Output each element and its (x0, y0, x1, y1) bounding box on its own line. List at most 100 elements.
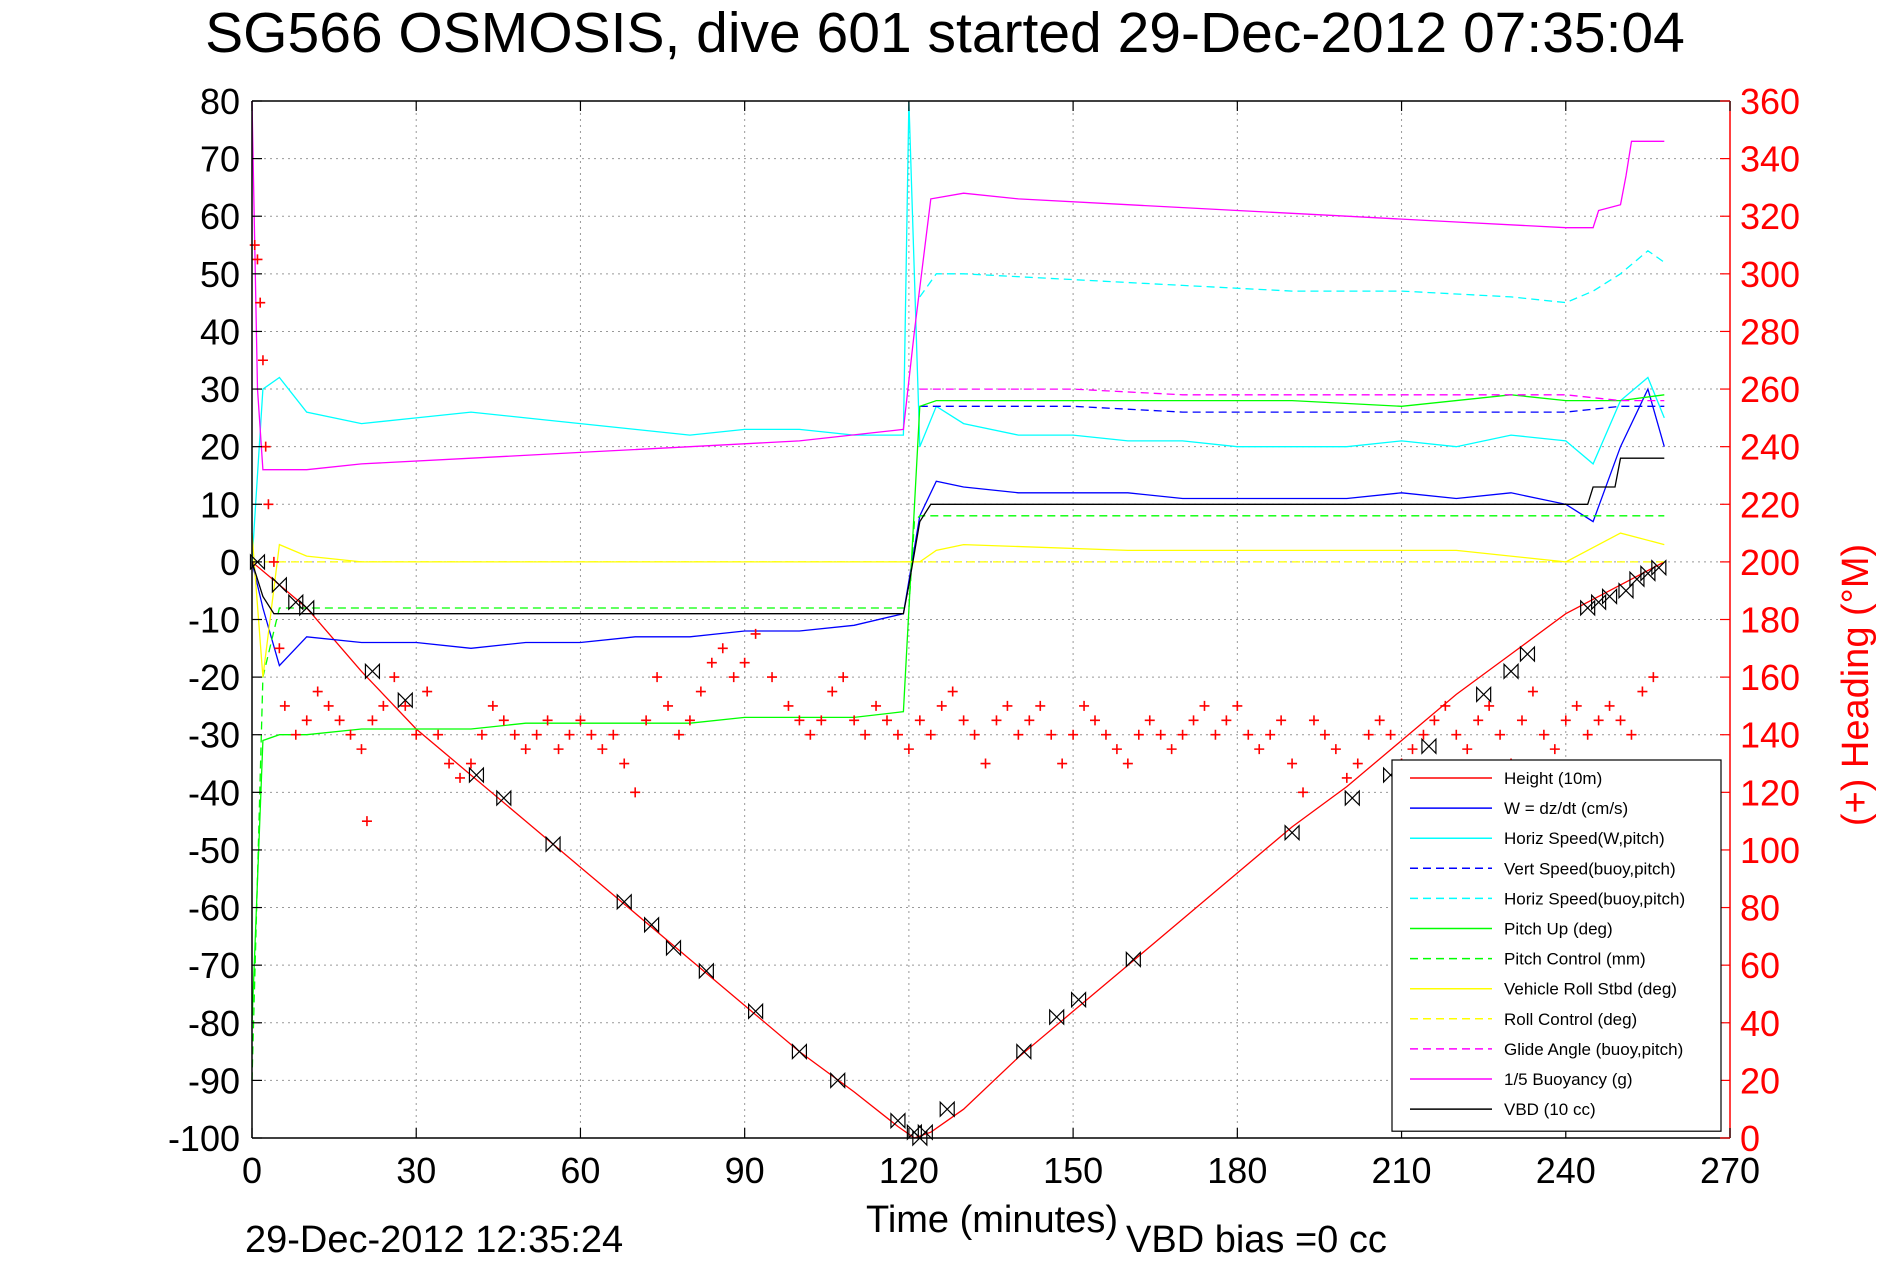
x-tick-label: 180 (1207, 1150, 1267, 1191)
series-line-6 (251, 394, 1665, 1023)
series-line-7 (251, 515, 1665, 1081)
x-tick-label: 270 (1700, 1150, 1760, 1191)
y-right-tick-label: 60 (1740, 945, 1780, 986)
heading-marker (925, 729, 936, 740)
heading-marker (947, 686, 958, 697)
heading-marker (1462, 744, 1473, 755)
vbd-marker (698, 962, 714, 980)
y-right-tick-label: 200 (1740, 542, 1800, 583)
heading-marker (991, 715, 1002, 726)
vbd-marker (397, 691, 413, 709)
heading-marker (361, 816, 372, 827)
heading-marker (1308, 715, 1319, 726)
heading-marker (400, 700, 411, 711)
heading-marker (728, 672, 739, 683)
vbd-marker (1601, 588, 1618, 605)
heading-marker (1473, 715, 1484, 726)
vbd-marker (271, 576, 287, 594)
series-line-5 (919, 249, 1665, 304)
vbd-bias-footer: VBD bias =0 cc (1126, 1219, 1387, 1261)
heading-marker (498, 715, 509, 726)
heading-marker (509, 729, 520, 740)
series-lines (251, 100, 1665, 1139)
y-right-tick-label: 280 (1740, 311, 1800, 352)
heading-marker (1232, 700, 1243, 711)
heading-marker (838, 672, 849, 683)
heading-marker (268, 556, 279, 567)
heading-marker (367, 715, 378, 726)
heading-marker (279, 700, 290, 711)
y-right-tick-label: 120 (1740, 772, 1800, 813)
heading-marker (553, 744, 564, 755)
series-line-8 (251, 532, 1665, 678)
y-left-tick-label: -70 (188, 945, 240, 986)
heading-marker (422, 686, 433, 697)
heading-marker (356, 744, 367, 755)
heading-marker (1155, 729, 1166, 740)
heading-marker (1188, 715, 1199, 726)
heading-marker (1407, 744, 1418, 755)
y-left-tick-label: -90 (188, 1060, 240, 1101)
series-line-12 (251, 457, 1665, 615)
heading-marker (1626, 729, 1637, 740)
heading-marker (750, 628, 761, 639)
y-left-tick-label: -30 (188, 715, 240, 756)
vbd-marker (1016, 1043, 1032, 1061)
legend-label: VBD (10 cc) (1504, 1100, 1596, 1119)
y-left-tick-label: 10 (200, 484, 240, 525)
y-right-tick-label: 300 (1740, 254, 1800, 295)
heading-marker (794, 715, 805, 726)
legend-label: W = dz/dt (cm/s) (1504, 799, 1628, 818)
y-right-tick-label: 140 (1740, 715, 1800, 756)
heading-marker (301, 715, 312, 726)
heading-marker (641, 715, 652, 726)
heading-marker (1538, 729, 1549, 740)
heading-marker (673, 729, 684, 740)
right-axis-label: (+) Heading (°M) (1835, 544, 1877, 826)
y-left-tick-label: -80 (188, 1003, 240, 1044)
vbd-marker (665, 939, 682, 957)
heading-marker (706, 657, 717, 668)
vbd-marker (249, 553, 266, 571)
y-left-tick-label: -10 (188, 600, 240, 641)
y-right-tick-label: 100 (1740, 830, 1800, 871)
heading-marker (1287, 758, 1298, 769)
timestamp-footer: 29-Dec-2012 12:35:24 (245, 1219, 623, 1261)
vbd-marker (644, 916, 660, 934)
vbd-marker (830, 1071, 846, 1089)
heading-marker (520, 744, 531, 755)
heading-marker (1111, 744, 1122, 755)
y-right-tick-label: 180 (1740, 600, 1800, 641)
heading-marker (260, 441, 271, 452)
heading-marker (586, 729, 597, 740)
heading-marker (1352, 758, 1363, 769)
vbd-marker (1421, 737, 1437, 755)
heading-marker (1549, 744, 1560, 755)
y-left-tick-label: 40 (200, 311, 240, 352)
heading-marker (608, 729, 619, 740)
heading-marker (1243, 729, 1254, 740)
y-left-tick-label: 50 (200, 254, 240, 295)
heading-marker (1516, 715, 1527, 726)
heading-marker (969, 729, 980, 740)
heading-marker (290, 729, 301, 740)
heading-marker (345, 729, 356, 740)
heading-marker (1133, 729, 1144, 740)
vbd-marker (496, 789, 512, 807)
heading-marker (1440, 700, 1451, 711)
heading-marker (783, 700, 794, 711)
heading-marker (739, 657, 750, 668)
x-tick-label: 120 (879, 1150, 939, 1191)
heading-marker (1068, 729, 1079, 740)
heading-marker (1648, 672, 1659, 683)
x-tick-label: 60 (560, 1150, 600, 1191)
vbd-marker (1519, 645, 1536, 663)
legend-label: Horiz Speed(buoy,pitch) (1504, 889, 1685, 908)
vbd-marker (468, 766, 485, 784)
heading-marker (958, 715, 969, 726)
heading-marker (1276, 715, 1287, 726)
y-right-tick-label: 320 (1740, 196, 1800, 237)
heading-marker (1374, 715, 1385, 726)
vbd-marker (1503, 662, 1519, 680)
heading-marker (1429, 715, 1440, 726)
